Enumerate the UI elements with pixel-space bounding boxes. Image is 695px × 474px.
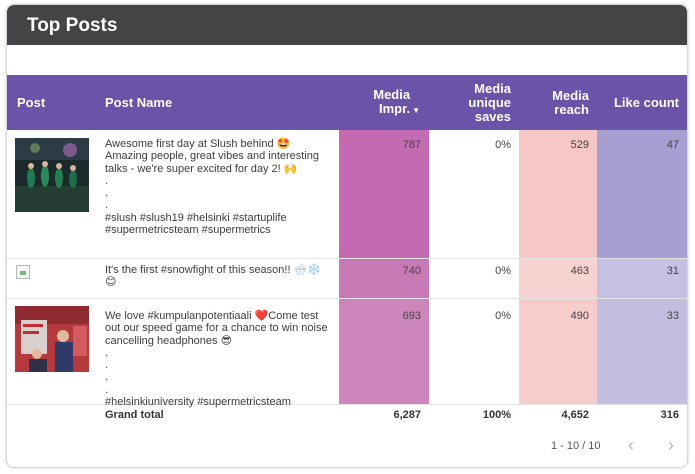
- chevron-left-icon[interactable]: ‹: [628, 435, 634, 455]
- post-name-2: It's the first #snowfight of this season…: [105, 264, 321, 289]
- header-post-label: Post: [17, 94, 46, 110]
- impr-cell-bg-2: [339, 258, 429, 298]
- impr-value-3: 693: [402, 310, 421, 322]
- likes-value-2: 31: [666, 265, 679, 277]
- header-media-unique-saves-label: Media unique saves: [468, 80, 511, 124]
- row-divider: [7, 404, 687, 405]
- card-title: Top Posts: [27, 15, 118, 36]
- saves-value-1: 0%: [495, 139, 511, 151]
- row-divider: [7, 258, 687, 259]
- impr-value-1: 787: [402, 139, 421, 151]
- post-thumbnail-kumpula[interactable]: [15, 306, 89, 372]
- grand-total-reach: 4,652: [561, 409, 589, 421]
- header-post-name[interactable]: Post Name: [105, 75, 305, 130]
- saves-value-2: 0%: [495, 265, 511, 277]
- likes-cell-bg-1: [597, 130, 687, 258]
- header-like-count[interactable]: Like count: [603, 75, 679, 130]
- reach-value-1: 529: [570, 139, 589, 151]
- header-like-count-label: Like count: [613, 94, 679, 110]
- header-post[interactable]: Post: [17, 75, 97, 130]
- reach-value-2: 463: [570, 265, 589, 277]
- reach-cell-bg-2: [519, 258, 597, 298]
- top-posts-card: Top Posts Post Post Name Media Impr. ▼ Me…: [6, 4, 688, 468]
- grand-total-likes: 316: [660, 409, 679, 421]
- header-media-reach[interactable]: Media reach: [525, 75, 589, 130]
- pagination-range: 1 - 10 / 10: [551, 440, 601, 452]
- impr-cell-bg-3: [339, 298, 429, 404]
- table-header: Post Post Name Media Impr. ▼ Media unique…: [7, 75, 687, 130]
- post-thumbnail-slush[interactable]: [15, 138, 89, 212]
- grand-total-impr: 6,287: [393, 409, 421, 421]
- header-post-name-label: Post Name: [105, 94, 173, 110]
- reach-value-3: 490: [570, 310, 589, 322]
- chevron-right-icon[interactable]: ›: [668, 435, 674, 455]
- row-divider: [7, 298, 687, 299]
- header-media-reach-label: Media reach: [552, 87, 589, 117]
- header-media-impr-label: Media Impr. ▼: [373, 86, 420, 116]
- likes-value-1: 47: [666, 139, 679, 151]
- impr-value-2: 740: [402, 265, 421, 277]
- header-media-impr[interactable]: Media Impr. ▼: [347, 75, 420, 130]
- grand-total-saves: 100%: [482, 409, 511, 421]
- post-name-3: We love #kumpulanpotentiaali ❤️Come test…: [105, 310, 328, 409]
- impr-cell-bg-1: [339, 130, 429, 258]
- post-name-1: Awesome first day at Slush behind 🤩 Amaz…: [105, 138, 320, 237]
- header-media-unique-saves[interactable]: Media unique saves: [437, 75, 511, 130]
- saves-value-3: 0%: [495, 310, 511, 322]
- likes-cell-bg-3: [597, 298, 687, 404]
- reach-cell-bg-3: [519, 298, 597, 404]
- likes-cell-bg-2: [597, 258, 687, 298]
- sort-desc-icon: ▼: [412, 105, 420, 115]
- grand-total-label: Grand total: [105, 409, 164, 421]
- reach-cell-bg-1: [519, 130, 597, 258]
- broken-image-icon[interactable]: [16, 265, 30, 279]
- likes-value-3: 33: [666, 310, 679, 322]
- card-title-bar: Top Posts: [7, 5, 687, 45]
